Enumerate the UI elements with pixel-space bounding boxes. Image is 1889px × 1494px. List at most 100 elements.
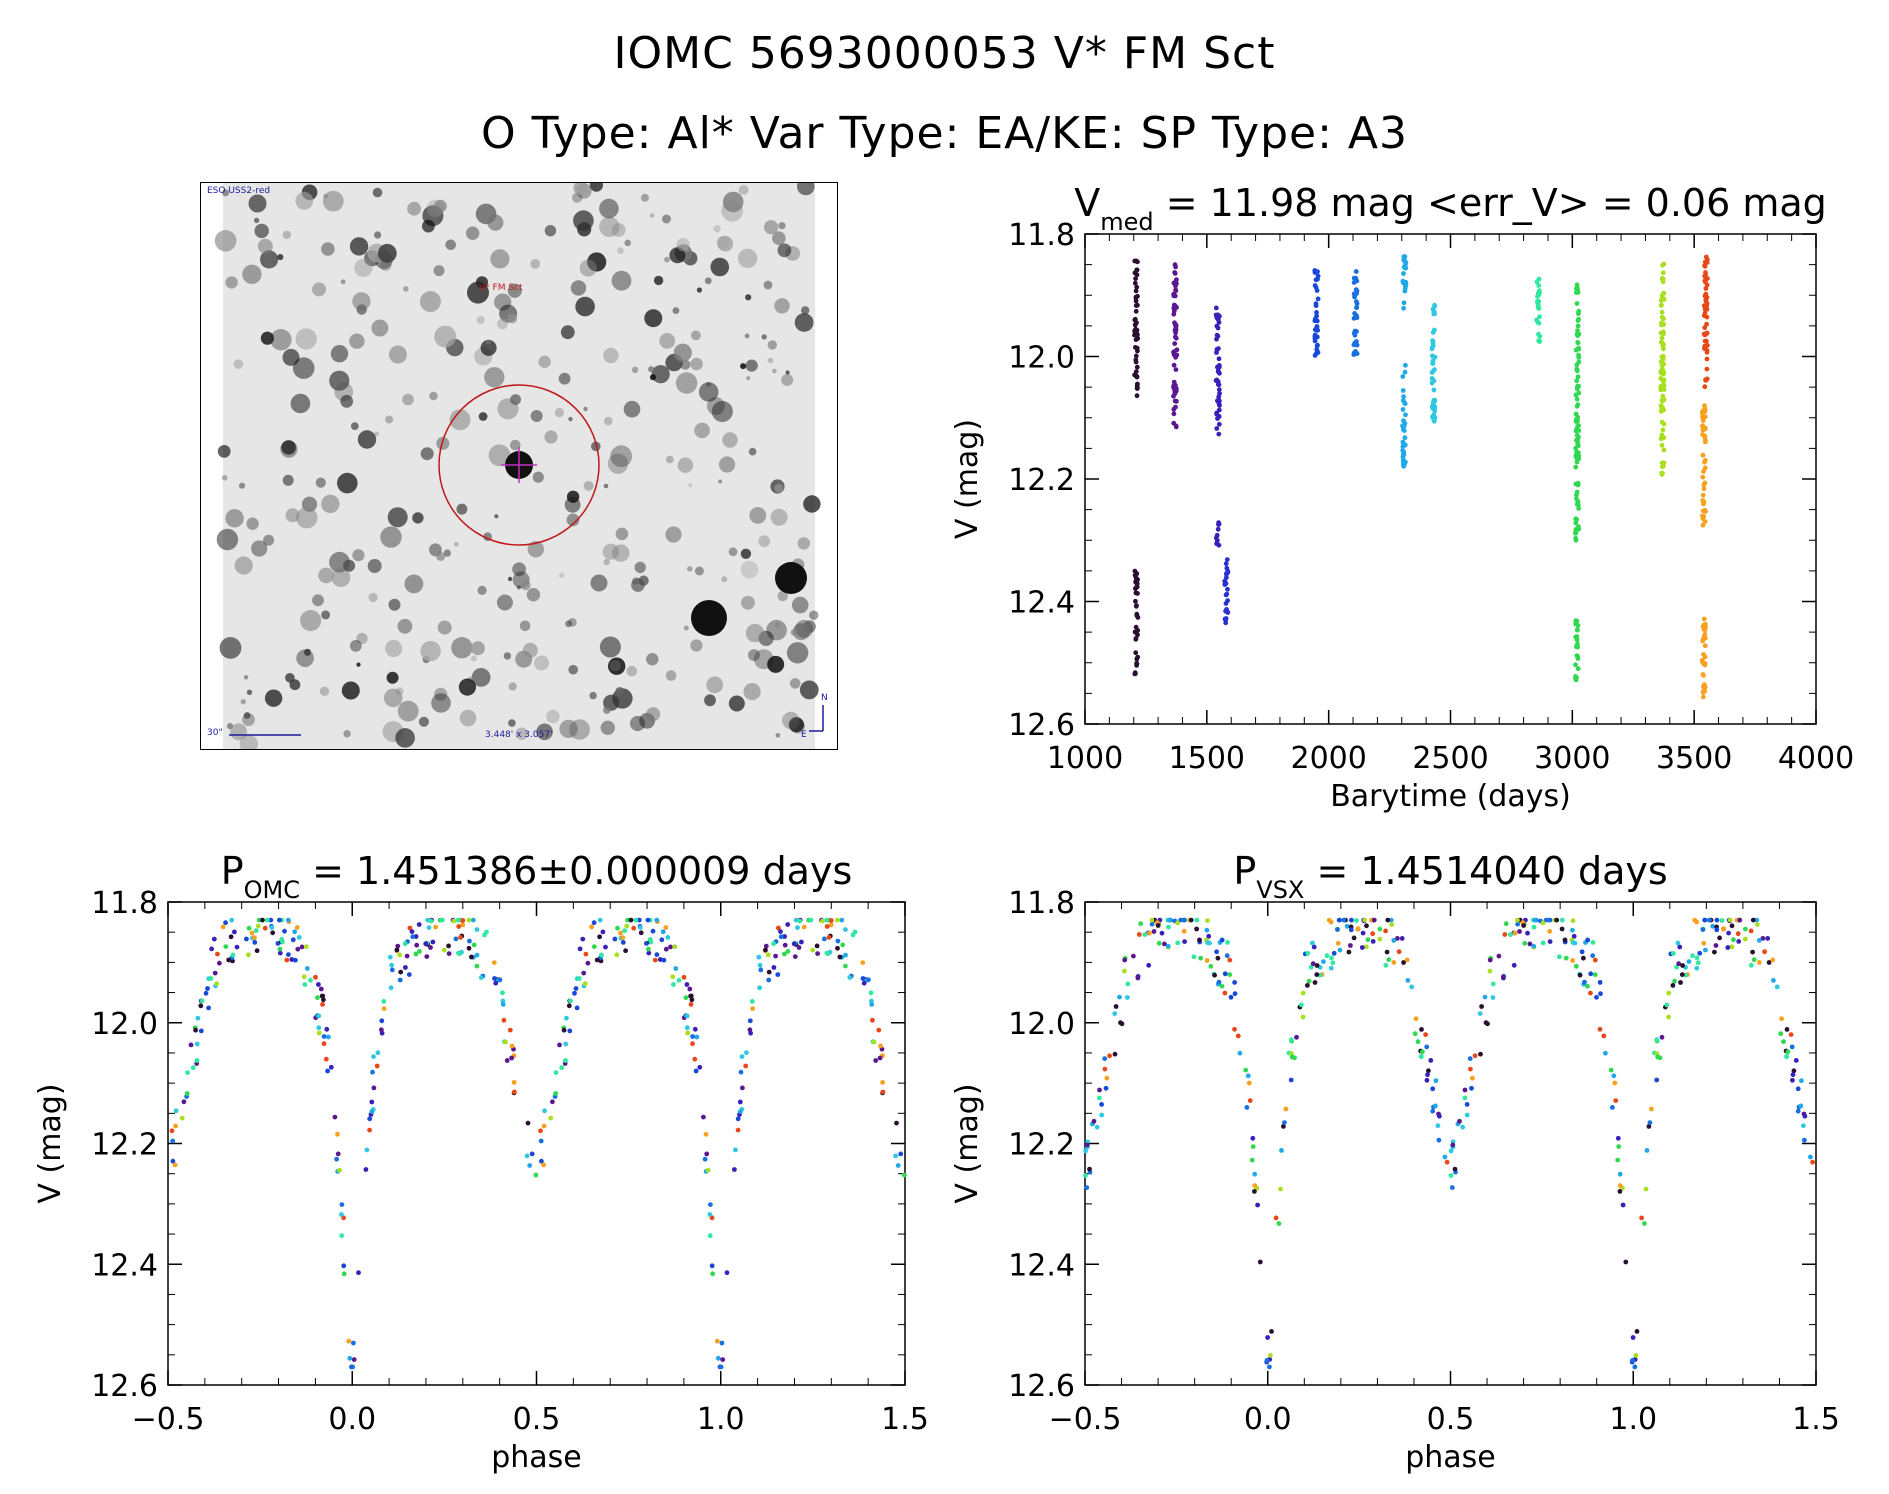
lightcurve-point	[1536, 331, 1541, 337]
field-star	[471, 668, 491, 687]
phase-omc-point	[363, 1167, 369, 1172]
phase-omc-point	[285, 917, 291, 923]
lightcurve-point	[1132, 671, 1138, 677]
phase-omc-point	[646, 946, 651, 952]
phase-vsx-point	[1563, 955, 1569, 961]
phase-vsx-point	[1420, 1049, 1425, 1055]
field-star	[418, 716, 429, 727]
phase-vsx-point	[1289, 1054, 1295, 1060]
phase-vsx-point	[1312, 980, 1318, 985]
lightcurve-point	[1536, 338, 1542, 344]
field-star	[285, 673, 295, 683]
phase-omc-frame	[167, 901, 906, 1386]
lightcurve-point	[1537, 314, 1542, 320]
lightcurve-point	[1661, 387, 1667, 392]
phase-vsx-point	[1490, 995, 1496, 1000]
phase-vsx-point	[1613, 1098, 1619, 1103]
phase-omc-point	[638, 930, 644, 936]
phase-vsx-point	[1131, 953, 1136, 959]
phase-omc-point	[407, 925, 413, 931]
phase-vsx-point	[1084, 1142, 1090, 1148]
phase-omc-point	[208, 976, 214, 981]
phase-vsx-point	[1601, 1033, 1607, 1039]
phase-omc-point	[320, 993, 326, 999]
phase-vsx-point	[1364, 944, 1369, 950]
lightcurve-point	[1704, 321, 1709, 327]
phase-omc-point	[470, 917, 476, 923]
field-star	[217, 445, 231, 458]
phase-omc-point	[782, 934, 787, 939]
lightcurve-point	[1658, 298, 1664, 303]
field-star	[296, 507, 318, 529]
lightcurve-point	[1223, 561, 1229, 567]
phase-vsx-point	[1391, 960, 1397, 965]
phase-omc-point	[172, 1162, 178, 1168]
phase-omc-point	[402, 941, 408, 947]
lightcurve-point	[1661, 421, 1667, 427]
phase-omc-point	[409, 929, 415, 934]
phase-vsx-point	[1617, 1183, 1623, 1188]
phase-omc-point	[650, 928, 656, 934]
phase-vsx-xtick-label: 0.5	[1427, 1402, 1475, 1437]
phase-vsx-point	[1412, 1031, 1418, 1037]
lightcurve-point	[1134, 661, 1140, 666]
phase-omc-point	[264, 917, 270, 923]
phase-omc-point	[277, 917, 282, 923]
field-star	[694, 566, 704, 576]
phase-omc-point	[244, 936, 249, 942]
phase-vsx-point	[1305, 951, 1311, 956]
field-star	[243, 712, 251, 719]
lightcurve-point	[1313, 301, 1319, 307]
phase-vsx-point	[1585, 983, 1590, 989]
phase-vsx-point	[1351, 935, 1357, 941]
phase-vsx-point	[1112, 1051, 1118, 1057]
lightcurve-point	[1702, 293, 1708, 299]
phase-vsx-point	[1582, 979, 1587, 985]
phase-vsx-point	[1590, 953, 1596, 959]
lightcurve-point	[1534, 317, 1539, 323]
field-star	[251, 540, 268, 557]
phase-omc-point	[246, 952, 251, 958]
phase-vsx-point	[1785, 1049, 1791, 1055]
lightcurve-point	[1701, 687, 1707, 693]
lightcurve-point	[1401, 394, 1406, 400]
field-star	[797, 183, 815, 196]
phase-vsx-point	[1138, 921, 1144, 927]
field-star	[321, 610, 331, 620]
lightcurve-point	[1403, 412, 1408, 418]
phase-vsx-point	[1204, 958, 1210, 963]
phase-omc-point	[778, 929, 783, 934]
field-star	[395, 728, 415, 748]
phase-vsx-point	[1125, 995, 1130, 1000]
lightcurve-point	[1575, 666, 1581, 672]
lightcurve-xtick-label: 1500	[1169, 741, 1245, 776]
field-star	[568, 416, 573, 422]
field-star	[494, 514, 499, 519]
field-star	[349, 237, 369, 256]
phase-omc-point	[471, 942, 477, 948]
lightcurve-point	[1224, 608, 1230, 614]
field-star	[764, 220, 779, 235]
lightcurve-point	[1217, 391, 1222, 396]
field-star	[372, 187, 383, 198]
phase-omc-point	[633, 917, 639, 923]
phase-vsx-point	[1404, 957, 1410, 963]
phase-vsx-point	[1308, 964, 1314, 970]
field-star	[349, 640, 362, 652]
phase-omc-point	[589, 924, 594, 930]
field-star	[385, 415, 394, 424]
phase-vsx-point	[1232, 980, 1237, 985]
phase-omc-point	[740, 1085, 745, 1091]
field-star	[651, 365, 670, 384]
phase-omc-point	[563, 1041, 569, 1047]
phase-vsx-point	[1391, 938, 1397, 943]
phase-omc-point	[507, 1027, 513, 1033]
lightcurve-point	[1573, 392, 1579, 398]
field-star	[282, 348, 300, 366]
phase-vsx-point	[1603, 1050, 1608, 1056]
phase-omc-point	[321, 997, 326, 1003]
phase-omc-point	[388, 985, 394, 991]
lightcurve-point	[1135, 336, 1141, 341]
field-star	[459, 709, 477, 727]
field-star	[222, 189, 230, 197]
